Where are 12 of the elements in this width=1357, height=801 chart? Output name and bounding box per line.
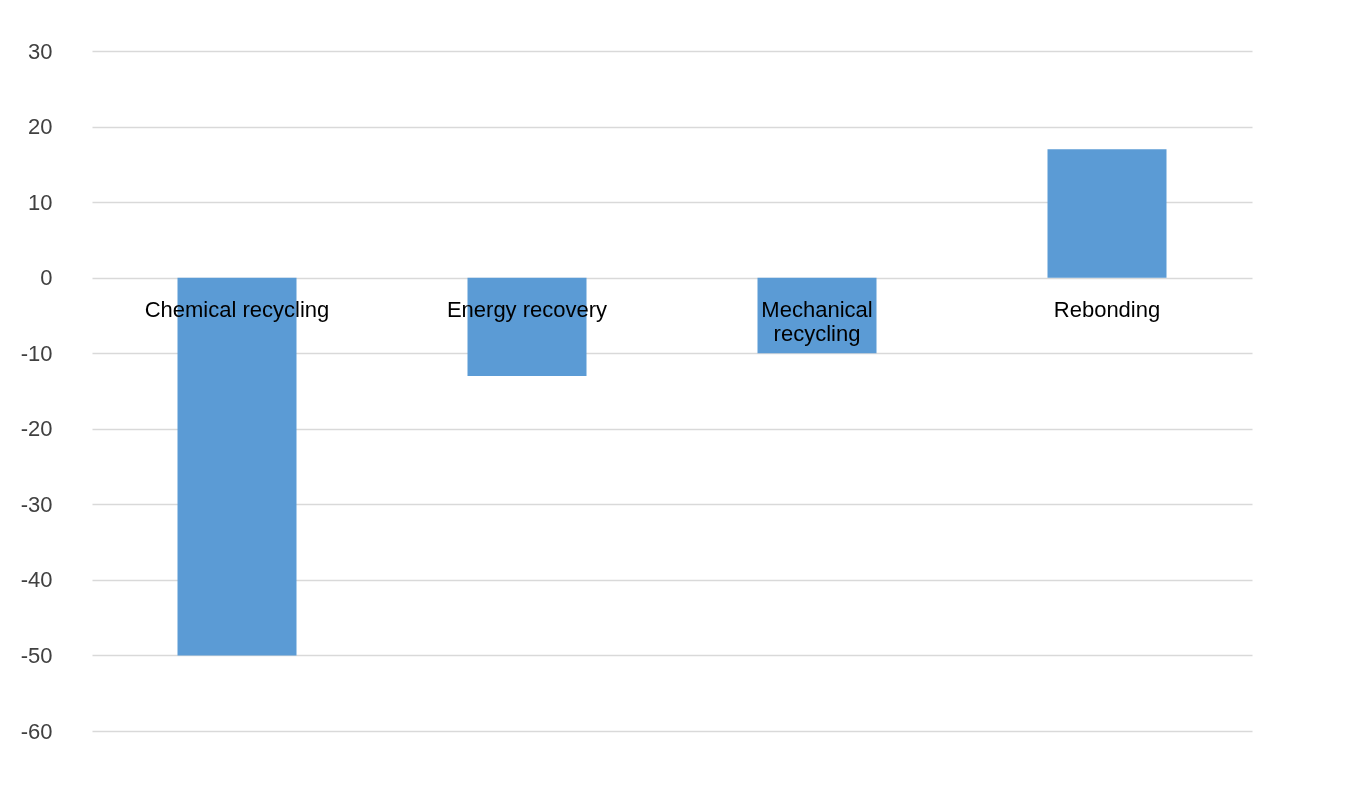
y-tick-label: -40: [20, 567, 53, 593]
y-tick-label: 0: [40, 265, 53, 291]
y-tick-label: -10: [20, 340, 53, 366]
y-tick-label: 20: [28, 114, 53, 140]
y-tick-label: 30: [28, 38, 53, 64]
x-tick-label: Rebonding: [1053, 297, 1161, 323]
x-tick-label: Mechanical recycling: [761, 297, 873, 347]
y-tick-label: 10: [28, 189, 53, 215]
y-tick-label: -30: [20, 491, 53, 517]
y-tick-label: -20: [20, 416, 53, 442]
y-tick-label: -50: [20, 642, 53, 668]
y-tick-label: -60: [20, 718, 53, 744]
